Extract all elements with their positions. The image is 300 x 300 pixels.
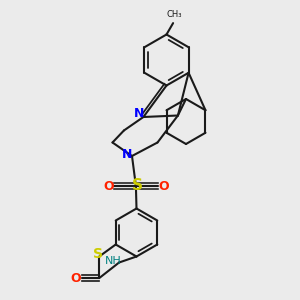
Text: N: N <box>134 107 144 120</box>
Text: O: O <box>103 179 114 193</box>
Text: S: S <box>132 178 142 194</box>
Text: N: N <box>122 148 132 161</box>
Text: O: O <box>158 179 169 193</box>
Text: NH: NH <box>105 256 122 266</box>
Text: S: S <box>93 247 103 261</box>
Text: CH₃: CH₃ <box>167 10 182 19</box>
Text: O: O <box>70 272 81 285</box>
